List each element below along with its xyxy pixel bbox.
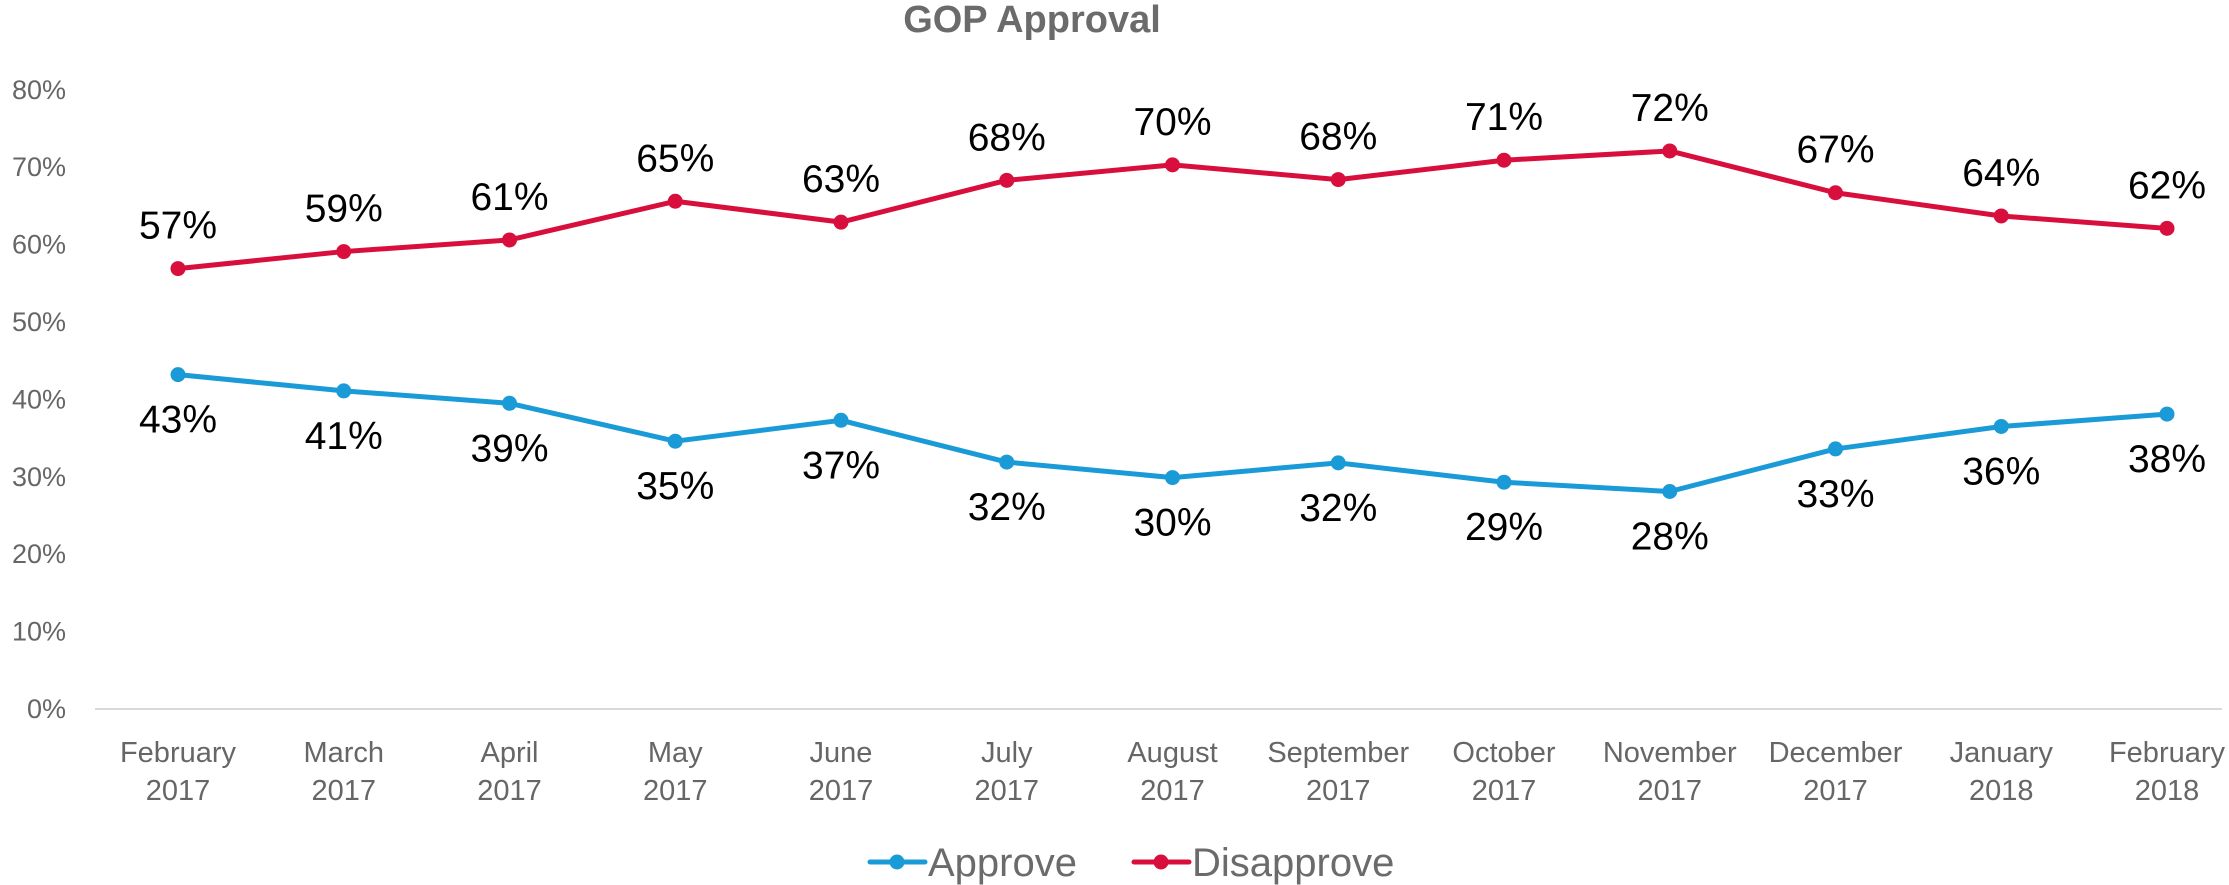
data-label-approve: 28% [1631, 516, 1709, 559]
x-tick-label: February [2109, 737, 2226, 769]
x-tick-label: February [120, 737, 237, 769]
y-tick-label: 50% [12, 307, 66, 337]
x-tick-label: 2018 [1969, 775, 2034, 807]
data-point-disapprove [999, 172, 1015, 188]
y-tick-label: 0% [27, 694, 66, 724]
data-point-approve [1993, 418, 2009, 434]
data-label-approve: 36% [1962, 450, 2040, 493]
data-point-approve [1828, 441, 1843, 457]
y-tick-label: 10% [12, 617, 66, 647]
data-label-disapprove: 61% [470, 176, 548, 219]
data-label-disapprove: 59% [305, 188, 383, 231]
data-label-approve: 32% [968, 486, 1046, 529]
data-label-approve: 43% [139, 399, 217, 442]
data-point-disapprove [1993, 208, 2009, 224]
data-label-disapprove: 68% [1299, 116, 1377, 159]
y-tick-label: 40% [12, 384, 66, 414]
chart-title: GOP Approval [903, 0, 1161, 41]
x-axis: February 2017 March 2017 April 2017 May 2017 Jun… [120, 737, 2226, 807]
data-label-disapprove: 67% [1796, 129, 1874, 172]
x-tick-label: December [1769, 737, 1903, 769]
data-point-disapprove [170, 261, 186, 277]
data-point-disapprove [336, 244, 352, 260]
x-tick-label: 2017 [477, 775, 542, 807]
x-tick-label: May [648, 737, 703, 769]
data-labels: 43% 41% 39% 35% 37% 32% 30% 32% 29% 28% 33% 36% 38% 5… [139, 87, 2206, 559]
data-label-disapprove: 63% [802, 158, 880, 201]
data-point-approve [2159, 406, 2175, 422]
data-point-approve [1496, 474, 1512, 490]
data-label-approve: 39% [470, 427, 548, 470]
x-tick-label: November [1603, 737, 1737, 769]
x-tick-label: 2017 [809, 775, 874, 807]
x-tick-label: August [1127, 737, 1217, 769]
data-label-approve: 32% [1299, 487, 1377, 530]
x-tick-label: 2017 [974, 775, 1039, 807]
data-label-approve: 30% [1133, 502, 1211, 545]
legend-label-disapprove: Disapprove [1192, 841, 1394, 885]
x-tick-label: April [480, 737, 538, 769]
data-label-approve: 41% [305, 415, 383, 458]
data-point-approve [170, 367, 186, 383]
x-tick-label: 2018 [2135, 775, 2200, 807]
data-label-disapprove: 57% [139, 205, 217, 248]
y-tick-label: 70% [12, 152, 66, 182]
data-point-disapprove [833, 214, 849, 230]
series-points [170, 143, 2175, 500]
data-point-approve [999, 454, 1015, 470]
data-point-disapprove [1330, 172, 1346, 188]
data-label-disapprove: 72% [1631, 87, 1709, 130]
data-label-disapprove: 70% [1133, 101, 1211, 144]
data-point-disapprove [502, 232, 517, 248]
x-tick-label: 2017 [1306, 775, 1371, 807]
data-point-approve [833, 412, 849, 428]
data-point-approve [667, 433, 683, 449]
x-tick-label: July [981, 737, 1033, 769]
data-point-disapprove [1165, 157, 1180, 173]
data-point-approve [1165, 470, 1180, 486]
data-point-approve [1662, 484, 1678, 500]
data-label-approve: 38% [2128, 438, 2206, 481]
data-point-approve [502, 395, 517, 411]
x-tick-label: 2017 [1803, 775, 1868, 807]
x-tick-label: 2017 [1140, 775, 1205, 807]
data-label-disapprove: 62% [2128, 164, 2206, 207]
x-tick-label: January [1950, 737, 2054, 769]
legend-swatch-marker-approve [889, 854, 905, 870]
data-point-disapprove [1828, 185, 1843, 201]
data-label-disapprove: 65% [636, 137, 714, 180]
x-tick-label: March [303, 737, 384, 769]
data-point-disapprove [1662, 143, 1678, 159]
x-tick-label: 2017 [1472, 775, 1537, 807]
legend-label-approve: Approve [928, 841, 1077, 885]
x-tick-label: 2017 [146, 775, 211, 807]
y-tick-label: 80% [12, 75, 66, 105]
data-point-disapprove [2159, 220, 2175, 236]
legend-swatch-marker-disapprove [1153, 854, 1169, 870]
data-point-approve [336, 383, 352, 399]
data-point-disapprove [667, 193, 683, 209]
x-tick-label: October [1452, 737, 1555, 769]
x-tick-label: 2017 [1637, 775, 1702, 807]
x-tick-label: 2017 [311, 775, 376, 807]
data-point-disapprove [1496, 152, 1512, 168]
data-label-approve: 37% [802, 444, 880, 487]
x-tick-label: 2017 [643, 775, 708, 807]
y-axis: 0% 10% 20% 30% 40% 50% 60% 70% 80% [12, 75, 66, 724]
data-label-approve: 33% [1796, 473, 1874, 516]
x-tick-label: September [1267, 737, 1409, 769]
y-tick-label: 20% [12, 539, 66, 569]
data-label-approve: 35% [636, 465, 714, 508]
data-label-disapprove: 71% [1465, 96, 1543, 139]
y-tick-label: 60% [12, 230, 66, 260]
data-point-approve [1330, 455, 1346, 471]
data-label-disapprove: 64% [1962, 152, 2040, 195]
y-tick-label: 30% [12, 462, 66, 492]
legend: Approve Disapprove [867, 841, 1394, 885]
data-label-approve: 29% [1465, 506, 1543, 549]
x-tick-label: June [810, 737, 873, 769]
data-label-disapprove: 68% [968, 116, 1046, 159]
